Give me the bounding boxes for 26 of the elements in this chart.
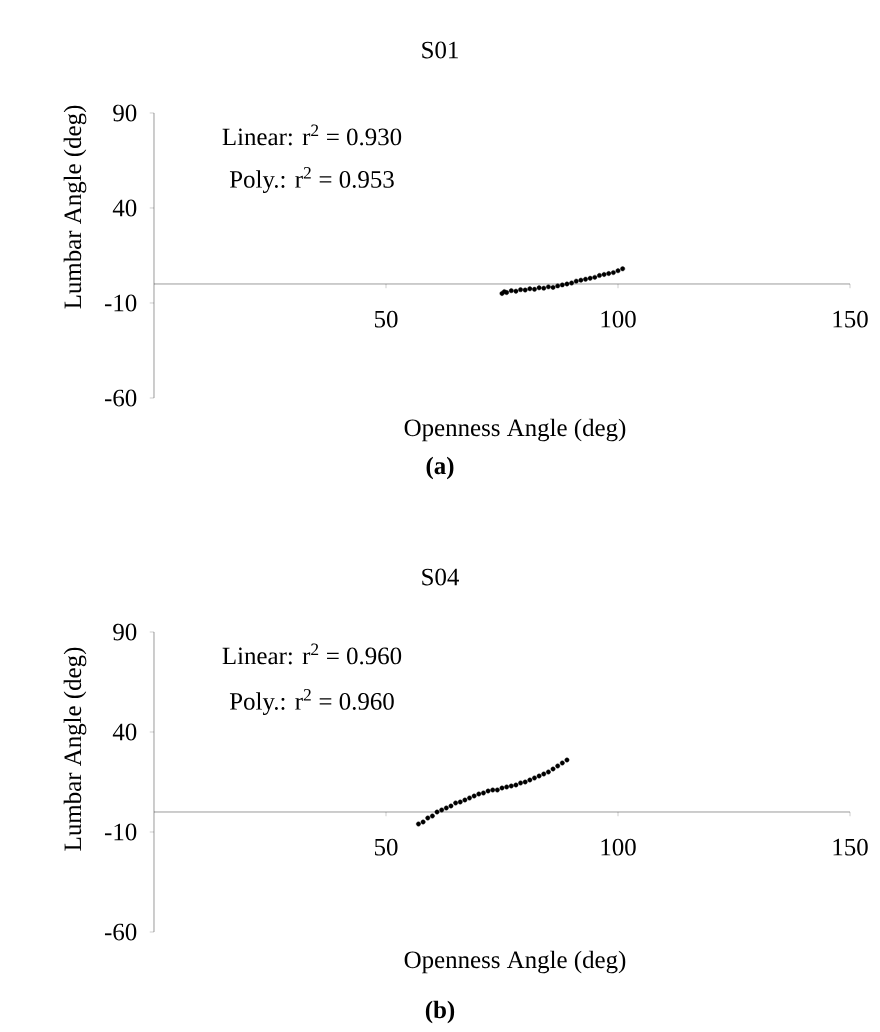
annotation: Linear: r$^{2}$ = 0.930: [222, 124, 402, 146]
x-axis-title: Openness Angle (deg): [404, 418, 626, 442]
annotation: Linear: r$^{2}$ = 0.960: [222, 643, 402, 665]
y-axis-title: Lumbar Angle (deg): [63, 105, 87, 309]
y-tick-label: -10: [104, 823, 137, 841]
y-tick-label: 40: [112, 723, 137, 741]
x-tick-label: 50: [375, 838, 398, 856]
x-tick-label: 50: [375, 310, 398, 328]
chart-title: S01: [422, 41, 458, 59]
text: (a): [426, 456, 454, 480]
x-tick-label: 100: [601, 838, 636, 856]
x-tick-label: 150: [833, 310, 868, 328]
y-tick-label: 90: [113, 623, 137, 641]
y-tick-label: -60: [104, 923, 137, 941]
y-tick-label: 90: [113, 104, 137, 122]
y-tick-label: -60: [104, 389, 137, 407]
y-axis-title: Lumbar Angle (deg): [63, 647, 87, 851]
x-axis-title: Openness Angle (deg): [404, 950, 626, 974]
y-tick-label: -10: [104, 294, 137, 312]
x-tick-label: 100: [601, 310, 636, 328]
y-tick-label: 40: [112, 199, 137, 217]
chart-title: S04: [422, 568, 459, 586]
x-tick-label: 150: [833, 838, 868, 856]
text: (b): [425, 1000, 455, 1024]
annotation: Poly.: r$^{2}$ = 0.953: [229, 167, 394, 193]
annotation: Poly.: r$^{2}$ = 0.960: [229, 689, 394, 715]
